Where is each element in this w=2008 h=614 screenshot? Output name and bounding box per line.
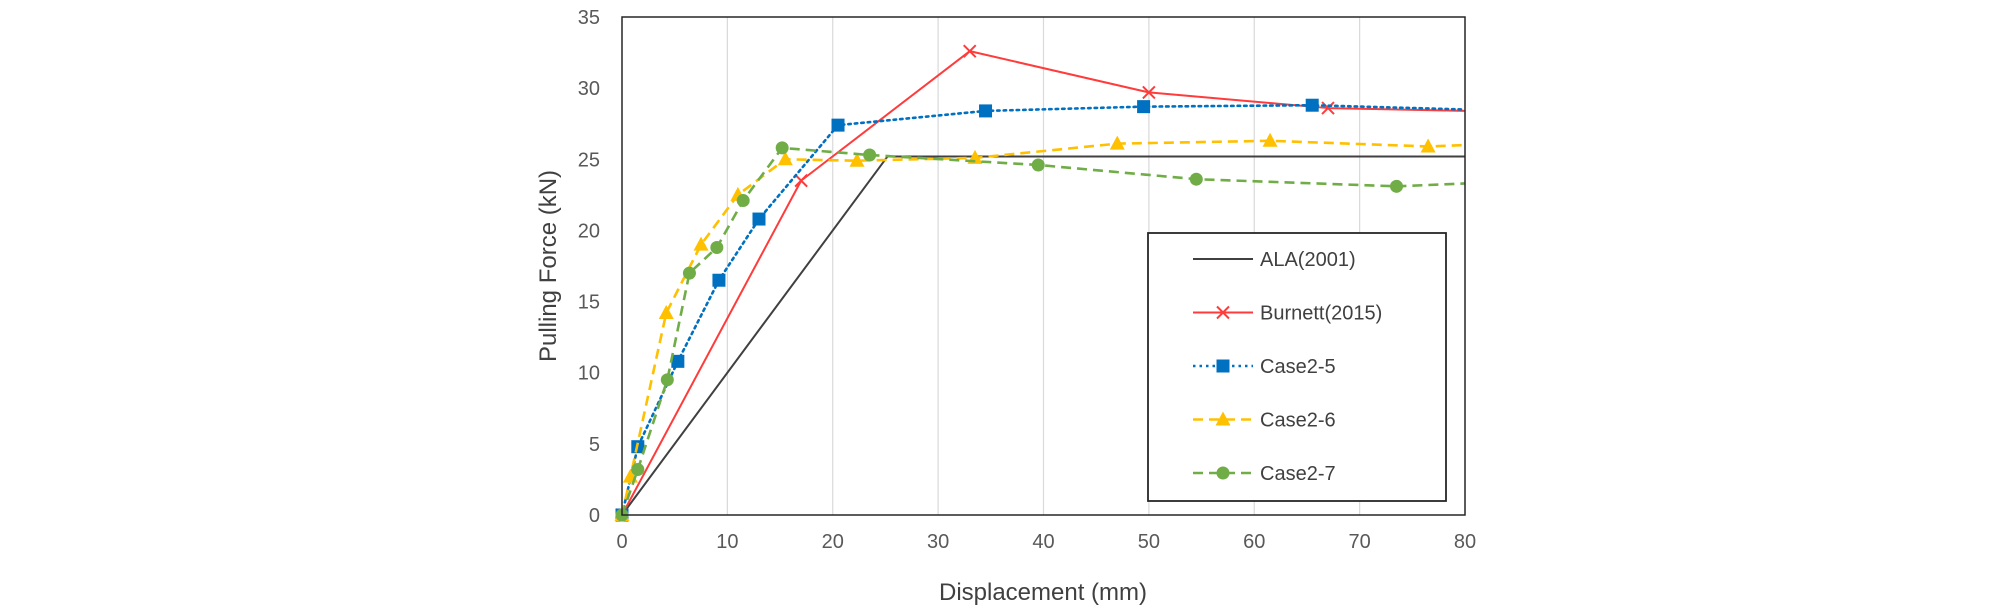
legend-marker xyxy=(1215,411,1231,426)
data-point-burnett-2015 xyxy=(963,44,977,58)
series-line-case2-7 xyxy=(620,146,1465,516)
legend-items: ALA(2001) Burnett(2015) Case2-5 Case2-6 Case… xyxy=(1193,249,1382,485)
legend-item-burnett-2015: Burnett(2015) xyxy=(1193,303,1382,325)
data-point-case2-5 xyxy=(831,118,845,132)
data-point-case2-7 xyxy=(1031,158,1045,172)
data-point-case2-6 xyxy=(1109,135,1125,150)
y-axis-ticks: 0 5 10 15 20 25 30 35 xyxy=(578,7,600,527)
data-point-case2-6 xyxy=(777,151,793,166)
y-tick-label: 10 xyxy=(578,363,600,385)
data-point-case2-5 xyxy=(1137,100,1151,114)
data-point-case2-6 xyxy=(658,304,674,319)
data-point-case2-7 xyxy=(682,266,696,280)
series-line-case2-5 xyxy=(620,103,1465,517)
series-case2-7 xyxy=(615,141,1465,522)
legend-label: ALA(2001) xyxy=(1260,249,1356,271)
data-point-burnett-2015 xyxy=(1321,101,1335,115)
data-point-case2-6 xyxy=(1420,138,1436,153)
x-tick-label: 30 xyxy=(927,531,949,553)
x-tick-label: 10 xyxy=(716,531,738,553)
data-point-case2-5 xyxy=(671,354,685,368)
data-point-case2-7 xyxy=(1390,179,1404,193)
x-tick-label: 20 xyxy=(822,531,844,553)
series-line-burnett-2015 xyxy=(621,50,1465,516)
legend-item-case2-5: Case2-5 xyxy=(1193,356,1336,378)
legend-label: Case2-7 xyxy=(1260,463,1336,485)
legend-label: Case2-5 xyxy=(1260,356,1336,378)
legend-item-ala-2001: ALA(2001) xyxy=(1193,249,1356,271)
data-point-case2-7 xyxy=(710,241,724,255)
data-point-case2-7 xyxy=(863,148,877,162)
data-point-case2-7 xyxy=(736,194,750,208)
data-point-case2-7 xyxy=(1189,172,1203,186)
legend-label: Case2-6 xyxy=(1260,410,1336,432)
x-tick-label: 70 xyxy=(1349,531,1371,553)
x-axis-title: Displacement (mm) xyxy=(939,579,1147,606)
data-point-case2-6 xyxy=(693,236,709,251)
data-point-case2-6 xyxy=(849,152,865,167)
y-tick-label: 30 xyxy=(578,78,600,100)
data-point-case2-5 xyxy=(712,273,726,287)
legend-label: Burnett(2015) xyxy=(1260,303,1382,325)
data-point-case2-7 xyxy=(775,141,789,155)
data-point-case2-7 xyxy=(631,462,645,476)
legend-item-case2-6: Case2-6 xyxy=(1193,410,1336,432)
x-tick-label: 60 xyxy=(1243,531,1265,553)
y-tick-label: 25 xyxy=(578,149,600,171)
x-axis-ticks: 0 10 20 30 40 50 60 70 80 xyxy=(616,531,1476,553)
plot-frame xyxy=(621,16,1466,516)
y-tick-label: 5 xyxy=(589,434,600,456)
legend-item-case2-7: Case2-7 xyxy=(1193,463,1336,485)
data-point-case2-5 xyxy=(752,212,766,226)
y-tick-label: 35 xyxy=(578,7,600,29)
x-tick-label: 50 xyxy=(1138,531,1160,553)
data-point-burnett-2015 xyxy=(794,173,808,188)
y-axis-title: Pulling Force (kN) xyxy=(535,170,562,362)
legend-marker xyxy=(1216,466,1230,480)
data-point-case2-5 xyxy=(979,104,993,118)
y-tick-label: 0 xyxy=(589,505,600,527)
y-tick-label: 15 xyxy=(578,292,600,314)
data-point-case2-7 xyxy=(660,373,674,387)
x-tick-label: 80 xyxy=(1454,531,1476,553)
legend-marker xyxy=(1216,359,1230,373)
x-tick-label: 40 xyxy=(1032,531,1054,553)
y-tick-label: 20 xyxy=(578,220,600,242)
data-point-case2-6 xyxy=(1262,132,1278,147)
legend-marker xyxy=(1216,305,1230,320)
x-tick-label: 0 xyxy=(616,531,627,553)
series-line-case2-6 xyxy=(620,139,1465,516)
data-point-case2-5 xyxy=(1305,98,1319,112)
data-point-burnett-2015 xyxy=(1142,85,1156,100)
legend: ALA(2001) Burnett(2015) Case2-5 Case2-6 Case… xyxy=(1147,232,1447,502)
legend-box xyxy=(1147,232,1447,502)
